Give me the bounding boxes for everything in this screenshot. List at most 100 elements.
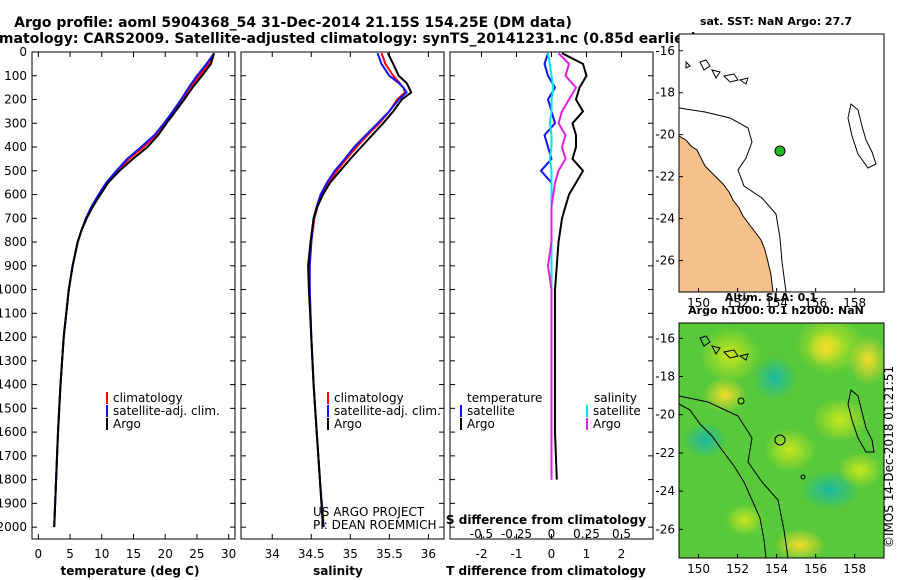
x-tick-label: 34 [265, 547, 280, 561]
depth-tick-label: 1900 [0, 496, 27, 510]
map-y-tick-label: -18 [655, 86, 675, 100]
depth-axis: 0 100 200 300 400 500 600 700 800 900 1000 1100 1200… [0, 45, 653, 534]
figure-title-line2: Climatology: CARS2009. Satellite-adjuste… [0, 31, 697, 47]
depth-tick-label: 900 [4, 259, 27, 273]
sla-map-axes: 150 152 154 156 158 -16 -18 -20 -22 -24 -26 [655, 331, 866, 576]
sst-map-frame [678, 33, 885, 293]
x-tick-label: 30 [221, 547, 236, 561]
legend-label-argo: Argo [334, 417, 362, 431]
sst-map-contour [679, 107, 787, 292]
x-tick-label: -1 [511, 547, 523, 561]
map-x-tick-label: 152 [726, 296, 749, 310]
depth-tick-label: 1200 [0, 330, 27, 344]
legend-label-climatology: climatology [334, 391, 404, 405]
legend-label-s-argo: Argo [593, 417, 621, 431]
salinity-panel-frame [240, 51, 445, 540]
depth-tick-label: 1400 [0, 378, 27, 392]
sla-field-blob [753, 356, 797, 400]
map-x-tick-label: 156 [804, 562, 827, 576]
x-tick-label: 36 [421, 547, 436, 561]
sla-field-blob [774, 529, 826, 558]
depth-tick-label: 0 [19, 45, 27, 59]
sla-map-contour [679, 395, 789, 558]
difference-legend: temperature satellite Argo salinity sate… [460, 391, 641, 431]
series-line-satellite-adj-clim- [53, 52, 215, 528]
sst-map [679, 34, 884, 292]
x-tick-label: 2 [618, 547, 626, 561]
map-x-tick-label: 152 [726, 562, 749, 576]
sla-field-blob [725, 504, 765, 536]
map-y-tick-label: -24 [655, 212, 675, 226]
sst-map-islands [685, 59, 749, 85]
temperature-legend: climatology satellite-adj. clim. Argo [106, 391, 220, 431]
s-difference-x-label: S difference from climatology [446, 513, 646, 527]
map-x-tick-label: 156 [804, 296, 827, 310]
map-x-tick-label: 158 [843, 296, 866, 310]
map-y-tick-label: -22 [655, 170, 675, 184]
map-x-tick-label: 150 [687, 296, 710, 310]
temperature-x-label: temperature (deg C) [61, 564, 200, 578]
top-x-tick-label: 0.25 [573, 527, 600, 541]
salinity-legend: climatology satellite-adj. clim. Argo [327, 391, 441, 431]
depth-tick-label: 800 [4, 235, 27, 249]
x-tick-label: -2 [476, 547, 488, 561]
temperature-panel-frame [31, 51, 236, 540]
series-line-temperature-argo [554, 52, 588, 480]
depth-tick-label: 1000 [0, 283, 27, 297]
depth-tick-label: 700 [4, 211, 27, 225]
map-y-tick-label: -22 [655, 446, 675, 460]
sla-field-blob [807, 330, 843, 366]
difference-plot: -2 -1 0 1 2 -0.5 -0.25 0 0.25 0.5 [470, 52, 631, 561]
map-y-tick-label: -20 [655, 408, 675, 422]
depth-tick-label: 1100 [0, 306, 27, 320]
salinity-plot: 34 34.5 35 35.5 36 [265, 52, 436, 561]
project-label: US ARGO PROJECT [313, 505, 425, 519]
legend-label-argo: Argo [113, 417, 141, 431]
x-tick-label: 1 [583, 547, 591, 561]
x-tick-label: 10 [94, 547, 109, 561]
map-y-tick-label: -16 [655, 44, 675, 58]
series-line-climatology [308, 52, 407, 528]
sla-field-blob [700, 327, 760, 383]
depth-tick-label: 1800 [0, 473, 27, 487]
legend-title-temperature: temperature [467, 391, 542, 405]
map-x-tick-label: 158 [843, 562, 866, 576]
top-x-tick-label: -0.25 [501, 527, 532, 541]
map-y-tick-label: -26 [655, 522, 675, 536]
temperature-plot: 0 5 10 15 20 25 30 [35, 52, 236, 561]
series-line-argo [53, 52, 216, 528]
legend-title-salinity: salinity [594, 391, 637, 405]
depth-tick-label: 2000 [0, 520, 27, 534]
legend-label-s-satellite: satellite [593, 404, 641, 418]
depth-tick-label: 600 [4, 188, 27, 202]
x-tick-label: 34.5 [298, 547, 325, 561]
top-x-tick-label: 0.5 [612, 527, 631, 541]
sst-map-title: sat. SST: NaN Argo: 27.7 [700, 15, 852, 28]
x-tick-label: 5 [66, 547, 74, 561]
pi-label: PI: DEAN ROEMMICH [313, 518, 436, 532]
sla-map-islands [699, 335, 749, 361]
series-line-argo [307, 52, 413, 528]
depth-tick-label: 500 [4, 164, 27, 178]
sla-map-coast [679, 403, 767, 558]
sst-map-reef-contour [847, 103, 877, 169]
t-difference-x-label: T difference from climatology [446, 564, 646, 578]
legend-label-t-satellite: satellite [467, 404, 515, 418]
figure-title-line1: Argo profile: aoml 5904368_54 31-Dec-201… [14, 15, 572, 31]
x-tick-label: 25 [189, 547, 204, 561]
x-tick-label: 35.5 [376, 547, 403, 561]
x-tick-label: 0 [548, 547, 556, 561]
sla-map-argo-marker [774, 434, 786, 446]
top-x-tick-label: 0 [548, 527, 556, 541]
depth-tick-label: 100 [4, 69, 27, 83]
sla-field-blob [812, 398, 868, 442]
map-y-tick-label: -24 [655, 484, 675, 498]
map-y-tick-label: -20 [655, 128, 675, 142]
sla-field-blob [764, 428, 816, 472]
depth-tick-label: 300 [4, 116, 27, 130]
depth-tick-label: 400 [4, 140, 27, 154]
x-tick-label: 0 [35, 547, 43, 561]
imos-watermark: ©IMOS 14-Dec-2018 01:21:51 [882, 366, 896, 548]
sla-field-blob [848, 335, 884, 385]
